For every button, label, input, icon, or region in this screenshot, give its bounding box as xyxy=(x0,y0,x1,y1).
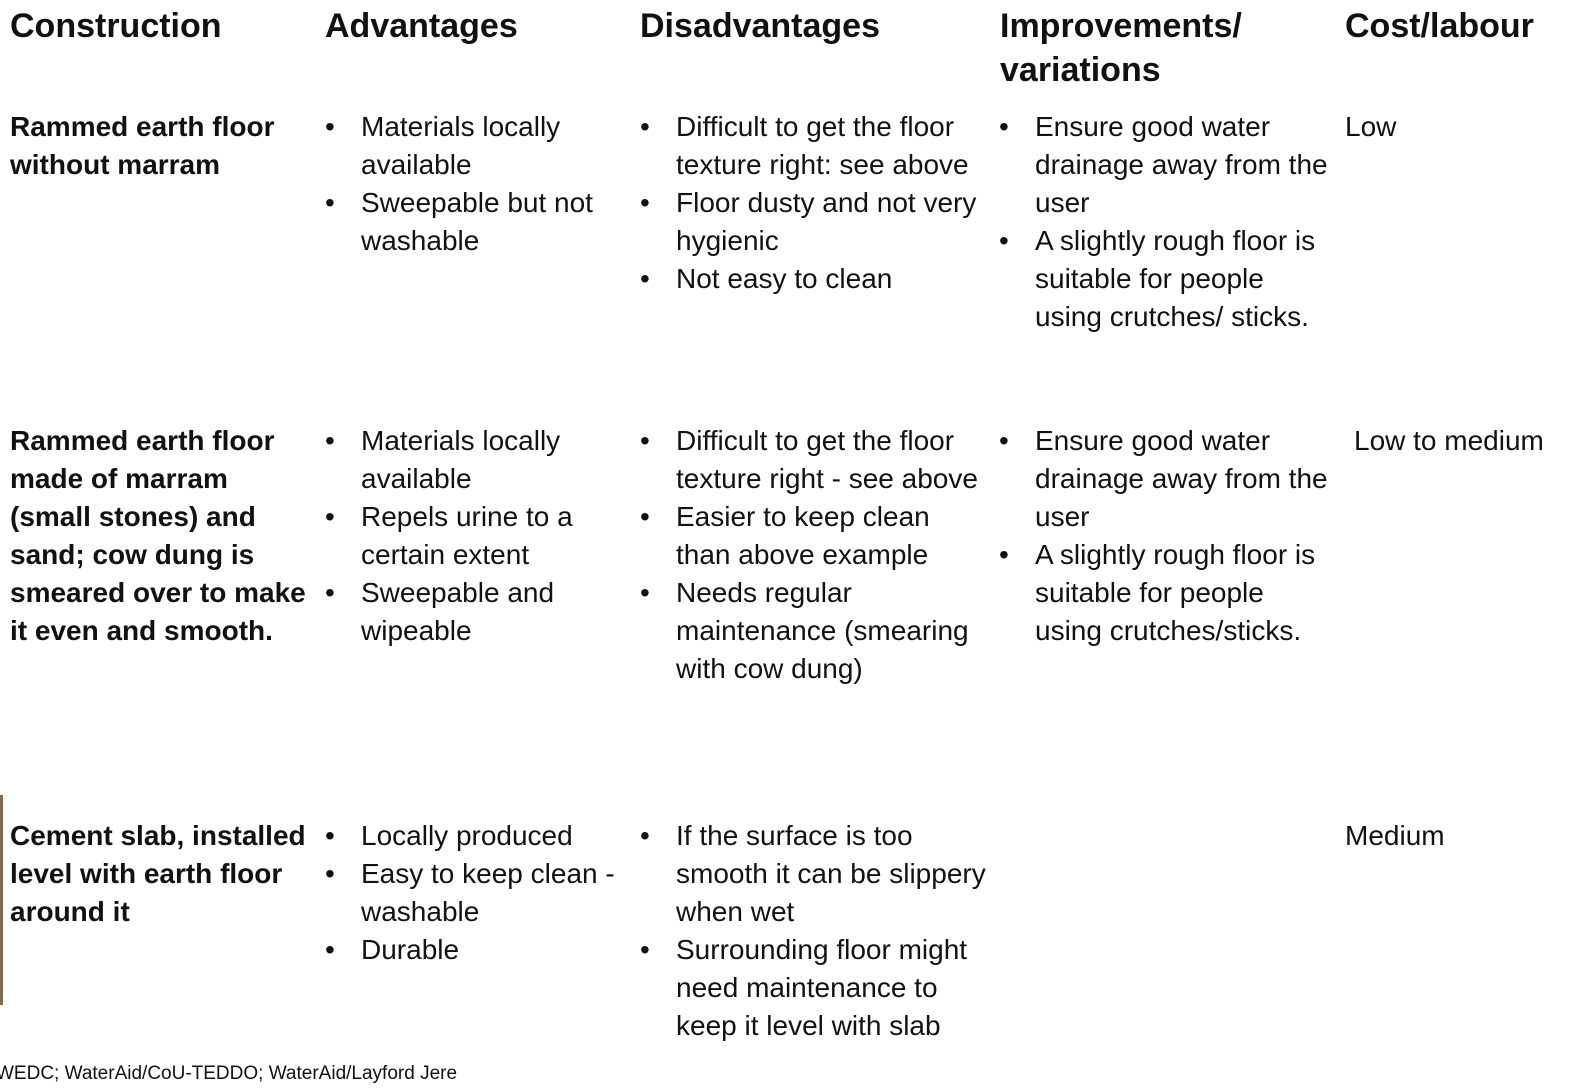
column-header: Construction xyxy=(10,7,222,45)
cost: Low xyxy=(1345,111,1397,142)
credit: WEDC; WaterAid/CoU-TEDDO; WaterAid/Layfo… xyxy=(0,1063,458,1084)
column-header: Cost/labour xyxy=(1345,7,1534,45)
bullet-list: Ensure good water drainage away from the… xyxy=(999,108,1335,336)
bullet-list: Difficult to get the floor texture right… xyxy=(640,422,988,688)
disadvantage-item: Difficult to get the floor texture right… xyxy=(640,422,988,498)
advantage-item: Durable xyxy=(325,931,626,969)
bullet-list: Difficult to get the floor texture right… xyxy=(640,108,988,298)
disadvantage-item: Needs regular maintenance (smearing with… xyxy=(640,574,988,688)
construction: Rammed earth floor made of marram (small… xyxy=(10,425,306,646)
disadvantage-item: Surrounding floor might need maintenance… xyxy=(640,931,988,1045)
improvement-item: A slightly rough floor is suitable for p… xyxy=(999,536,1335,650)
disadvantage-item: Easier to keep clean than above example xyxy=(640,498,988,574)
column-header: Disadvantages xyxy=(640,7,880,45)
cost: Low to medium xyxy=(1354,425,1544,456)
bullet-list: If the surface is too smooth it can be s… xyxy=(640,817,988,1045)
advantage-item: Easy to keep clean - washable xyxy=(325,855,626,931)
advantage-item: Sweepable and wipeable xyxy=(325,574,626,650)
improvement-item: A slightly rough floor is suitable for p… xyxy=(999,222,1335,336)
construction: Cement slab, installed level with earth … xyxy=(10,820,306,927)
advantage-item: Sweepable but not washable xyxy=(325,184,626,260)
disadvantage-item: Not easy to clean xyxy=(640,260,988,298)
advantage-item: Locally produced xyxy=(325,817,626,855)
disadvantage-item: If the surface is too smooth it can be s… xyxy=(640,817,988,931)
improvement-item: Ensure good water drainage away from the… xyxy=(999,422,1335,536)
cost: Medium xyxy=(1345,820,1445,851)
column-header: Advantages xyxy=(325,7,518,45)
advantage-item: Materials locally available xyxy=(325,422,626,498)
column-header: Improvements/ variations xyxy=(1000,7,1242,89)
advantage-item: Materials locally available xyxy=(325,108,626,184)
image-edge xyxy=(0,795,3,1005)
disadvantage-item: Difficult to get the floor texture right… xyxy=(640,108,988,184)
bullet-list: Materials locally availableSweepable but… xyxy=(325,108,626,260)
construction: Rammed earth floor without marram xyxy=(10,111,275,180)
bullet-list: Locally producedEasy to keep clean - was… xyxy=(325,817,626,969)
disadvantage-item: Floor dusty and not very hygienic xyxy=(640,184,988,260)
advantage-item: Repels urine to a certain extent xyxy=(325,498,626,574)
improvement-item: Ensure good water drainage away from the… xyxy=(999,108,1335,222)
bullet-list: Materials locally availableRepels urine … xyxy=(325,422,626,650)
bullet-list: Ensure good water drainage away from the… xyxy=(999,422,1335,650)
